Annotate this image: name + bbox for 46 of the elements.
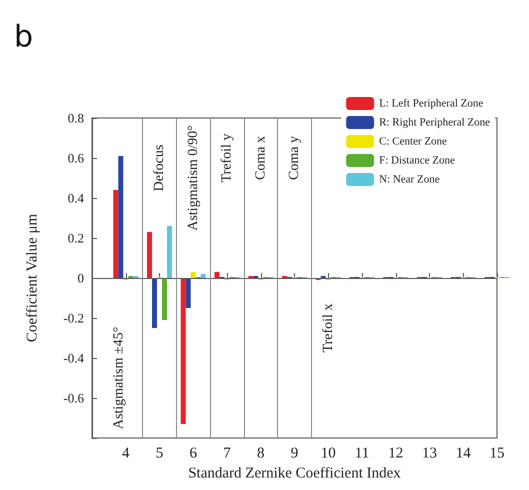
x-axis-title: Standard Zernike Coefficient Index	[188, 466, 402, 482]
x-tick-label: 11	[354, 446, 370, 462]
y-tick-label: -0.4	[63, 350, 84, 366]
y-tick-label: -0.2	[63, 310, 84, 326]
legend-label: R: Right Peripheral Zone	[379, 116, 490, 128]
y-tick-label: -0.6	[63, 390, 84, 406]
y-tick-label: 0.8	[68, 110, 84, 126]
annotation: Coma y	[287, 136, 302, 180]
x-tick-label: 12	[388, 446, 404, 462]
y-tick-label: 0.4	[68, 190, 84, 206]
annotation: Astigmatism ±45°	[112, 326, 126, 430]
x-tick-label: 4	[122, 446, 130, 462]
bar	[162, 278, 167, 320]
annotation: Defocus	[152, 144, 167, 192]
x-tick-label: 14	[456, 446, 472, 462]
bar	[200, 274, 206, 278]
x-tick-label: 15	[490, 446, 504, 462]
bar	[152, 278, 157, 328]
bar	[167, 226, 172, 278]
annotation: Trefoil x	[320, 304, 336, 352]
annotation: Coma x	[253, 136, 268, 180]
x-tick-label: 13	[422, 446, 437, 462]
bar	[113, 190, 118, 278]
x-tick-label: 6	[190, 446, 198, 462]
annotation: Trefoil y	[220, 134, 234, 182]
y-tick-label: 0.2	[68, 230, 84, 246]
bar	[186, 278, 191, 308]
x-tick-label: 7	[223, 446, 232, 462]
legend-label: L: Left Peripheral Zone	[379, 98, 484, 110]
bar	[190, 272, 196, 278]
annotation: Astigmatism 0/90°	[186, 125, 201, 231]
legend-label: F: Distance Zone	[379, 154, 455, 166]
x-tick-label: 9	[290, 446, 298, 462]
legend-label: C: Center Zone	[379, 136, 448, 148]
x-tick-label: 10	[320, 446, 336, 462]
bar	[118, 156, 124, 278]
bar	[180, 278, 186, 424]
y-axis-title: Coefficient Value μm	[24, 214, 40, 342]
x-tick-label: 5	[156, 446, 164, 462]
bar	[214, 272, 220, 278]
bar	[147, 232, 152, 278]
y-tick-label: 0	[78, 270, 84, 286]
y-tick-label: 0.6	[68, 150, 84, 166]
legend-label: N: Near Zone	[379, 174, 440, 186]
x-tick-label: 8	[257, 446, 264, 462]
text: b	[14, 20, 34, 54]
